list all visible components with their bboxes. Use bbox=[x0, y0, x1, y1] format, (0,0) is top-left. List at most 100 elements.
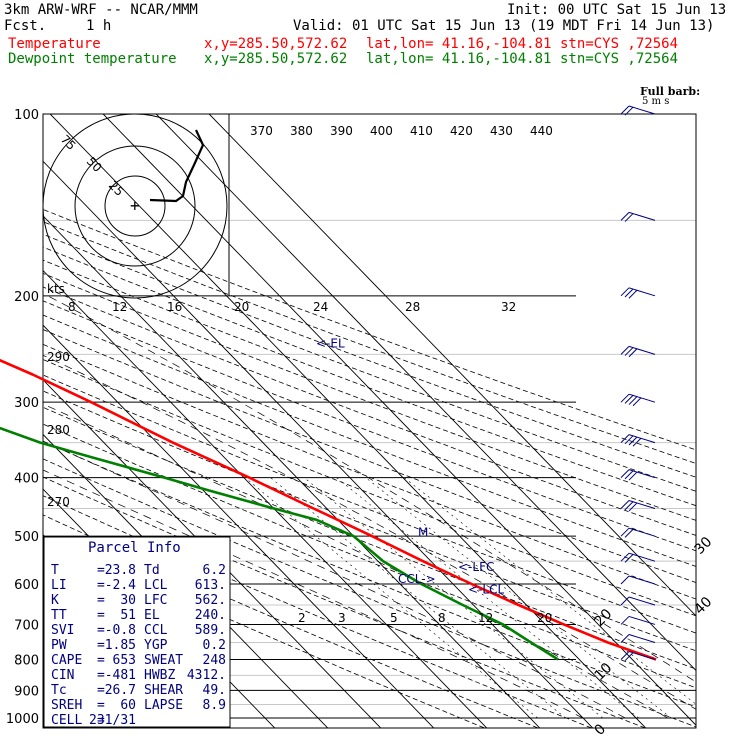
parcel-info-key: Td bbox=[144, 563, 160, 578]
wind-barb-flag bbox=[628, 348, 638, 358]
wind-barb-flag bbox=[624, 347, 634, 356]
wind-barb-staff bbox=[628, 596, 656, 606]
hodograph-ring-label: 25 bbox=[106, 178, 127, 199]
dry-adiabat bbox=[43, 272, 696, 521]
hodograph-scale-tick: 28 bbox=[405, 300, 420, 314]
dry-adiabat bbox=[43, 221, 696, 464]
isotherm bbox=[155, 114, 696, 672]
mixing-ratio-label: 2 bbox=[298, 611, 306, 625]
pressure-tick-label: 1000 bbox=[6, 712, 39, 727]
isotherm bbox=[102, 114, 696, 726]
dry-adiabat bbox=[43, 514, 540, 728]
sounding-series bbox=[0, 358, 657, 661]
level-annotation: M bbox=[418, 525, 428, 539]
pressure-tick-label: 600 bbox=[14, 578, 39, 593]
mixing-ratio-line bbox=[270, 477, 566, 719]
hodograph-trace bbox=[149, 129, 205, 203]
parcel-info-key: LAPSE bbox=[144, 698, 183, 713]
wind-barb-flag bbox=[628, 289, 638, 299]
pressure-tick-label: 700 bbox=[14, 618, 39, 633]
parcel-info-eq: = bbox=[97, 578, 105, 593]
parcel-info-key: CELL bbox=[51, 713, 82, 728]
parcel-info-key: SWEAT bbox=[144, 653, 183, 668]
parcel-info-value: 653 bbox=[113, 653, 136, 668]
theta-label: 370 bbox=[250, 124, 273, 138]
dewpoint-latlon: lat,lon= 41.16,-104.81 bbox=[366, 51, 552, 67]
wind-barb-flag bbox=[624, 288, 634, 298]
parcel-info-value: 248 bbox=[203, 653, 226, 668]
wind-barb-staff bbox=[628, 211, 656, 221]
hodograph-scale-tick: 32 bbox=[501, 300, 516, 314]
wind-barb-staff bbox=[628, 469, 656, 479]
init-time: Init: 00 UTC Sat 15 Jun 13 bbox=[507, 2, 727, 18]
wind-barb-flag bbox=[620, 346, 630, 355]
hodograph-unit-label: kts bbox=[47, 282, 65, 296]
moist-adiabat bbox=[47, 295, 696, 683]
mixing-ratio-label: 3 bbox=[338, 611, 346, 625]
dry-adiabat bbox=[43, 286, 696, 536]
isotherm bbox=[43, 324, 435, 728]
parcel-info-value: 589. bbox=[195, 623, 226, 638]
wind-barb-flag bbox=[624, 213, 634, 222]
wind-barb-flag bbox=[624, 554, 634, 563]
isotherm-label: 10 bbox=[592, 660, 616, 684]
wind-barb-flag bbox=[628, 396, 638, 405]
mixing-ratio-line bbox=[336, 477, 639, 719]
parcel-info-value: 30 bbox=[120, 593, 136, 608]
wind-barb-flag bbox=[620, 212, 630, 221]
level-annotation: <-EL bbox=[316, 337, 345, 351]
parcel-info-eq: = bbox=[97, 698, 105, 713]
parcel-info-key: TT bbox=[51, 608, 67, 623]
isotherm bbox=[43, 379, 382, 728]
parcel-info-eq: = bbox=[97, 683, 105, 698]
hodograph-ring bbox=[42, 113, 228, 299]
theta-label: 390 bbox=[330, 124, 353, 138]
mixing-ratio-label: 12 bbox=[478, 611, 493, 625]
wind-barb-flag bbox=[620, 393, 630, 403]
pressure-tick-label: 100 bbox=[14, 108, 39, 123]
theta-label: 430 bbox=[490, 124, 513, 138]
hodograph-scale-tick: 20 bbox=[234, 300, 249, 314]
moist-adiabat bbox=[43, 403, 668, 719]
wind-barb-flag bbox=[628, 436, 638, 446]
parcel-info-value: -0.8 bbox=[105, 623, 136, 638]
dry-adiabat bbox=[43, 259, 696, 507]
wind-barb-staff bbox=[628, 393, 656, 403]
parcel-info-value: -481 bbox=[105, 668, 136, 683]
theta-label: 400 bbox=[370, 124, 393, 138]
frame-rect bbox=[42, 113, 697, 729]
temperature-profile bbox=[0, 358, 657, 661]
mixing-ratio-label: 5 bbox=[390, 611, 398, 625]
fcst-label: Fcst. bbox=[4, 18, 47, 34]
parcel-info-key: PW bbox=[51, 638, 67, 653]
level-annotation: CCL-> bbox=[398, 572, 436, 586]
parcel-info-value: -2.4 bbox=[105, 578, 136, 593]
wind-barb-flag bbox=[628, 502, 638, 512]
wind-barb-staff bbox=[628, 552, 656, 562]
parcel-info-key: EL bbox=[144, 608, 160, 623]
wind-barb-flag bbox=[624, 470, 634, 480]
wind-barb-flag bbox=[620, 575, 630, 585]
parcel-info-eq: = bbox=[97, 608, 105, 623]
wind-barb-flag bbox=[620, 434, 630, 443]
hodograph-ring-label: 50 bbox=[84, 154, 105, 175]
wind-barb-staff bbox=[628, 650, 656, 660]
wind-barb-staff bbox=[628, 527, 656, 537]
pressure-tick-label: 500 bbox=[14, 530, 39, 545]
parcel-info-key: K bbox=[51, 593, 59, 608]
wind-barb-staff bbox=[628, 345, 656, 355]
wind-barb-flag bbox=[624, 652, 634, 662]
parcel-info-value: 231/31 bbox=[89, 713, 136, 728]
parcel-info-key: Tc bbox=[51, 683, 67, 698]
model-title: 3km ARW-WRF -- NCAR/MMM bbox=[4, 2, 198, 18]
parcel-info-value: 613. bbox=[195, 578, 226, 593]
theta-side-label: 270 bbox=[47, 495, 70, 509]
temperature-station: stn=CYS ,72564 bbox=[560, 36, 679, 52]
plot-frame bbox=[42, 113, 697, 729]
parcel-info-key: LI bbox=[51, 578, 67, 593]
dry-adiabat bbox=[43, 458, 696, 728]
parcel-info-key: CCL bbox=[144, 623, 168, 638]
dewpoint-profile bbox=[0, 426, 559, 661]
